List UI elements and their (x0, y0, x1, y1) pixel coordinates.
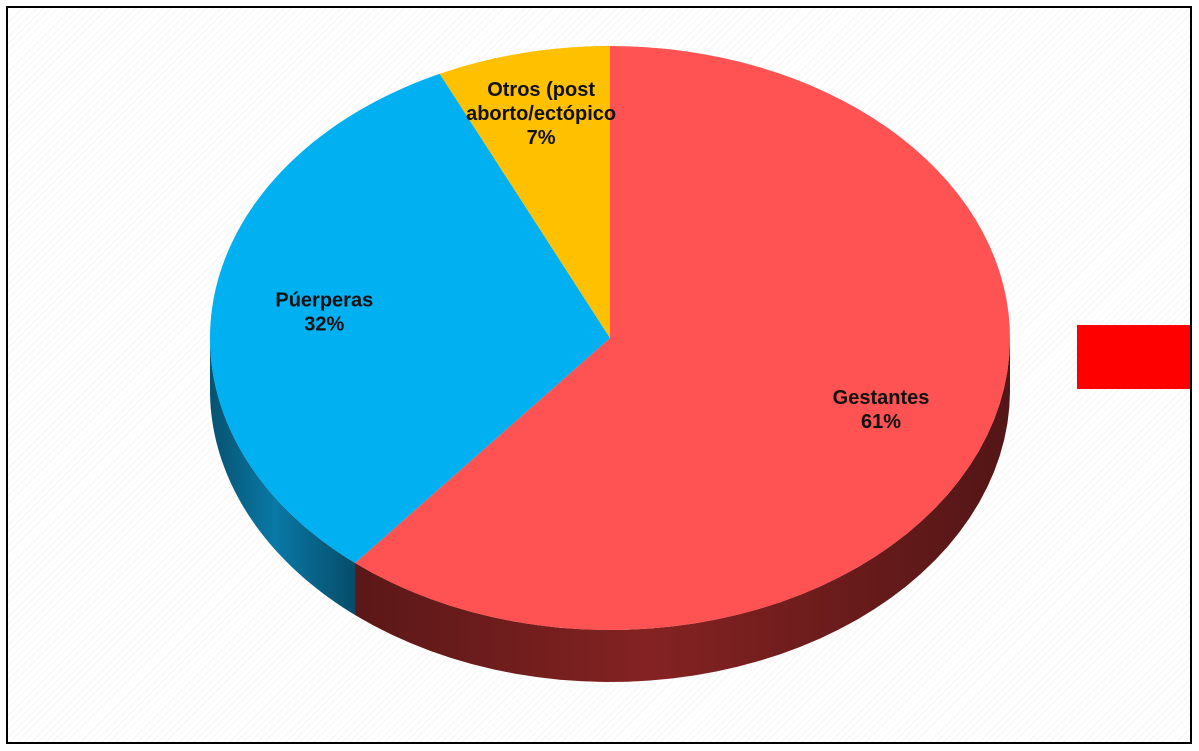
pie-chart: Gestantes 61% Púerperas 32% Otros (post abort… (210, 46, 1010, 682)
pie-slice-gestantes (355, 46, 1010, 630)
pie-tops (210, 46, 1010, 630)
data-label-line: 61% (861, 411, 901, 433)
pie-sides (210, 338, 1010, 682)
data-label-line: Gestantes (833, 387, 930, 409)
pie-slice-puerperas (210, 73, 610, 563)
chart-frame: Gestantes 61% Púerperas 32% Otros (post abort… (6, 6, 1192, 744)
data-label-line: Otros (post (487, 79, 595, 101)
data-label-otros-post-aborto-ectopico: Otros (post aborto/ectópico 7% (466, 79, 616, 149)
data-label-line: 7% (527, 127, 556, 149)
pie-side-gestantes-shade (355, 338, 1010, 682)
legend-swatch (1077, 325, 1190, 389)
pie-side-puerperas-shade (210, 338, 356, 615)
data-label-line: Púerperas (275, 290, 373, 312)
pie-labels: Gestantes 61% Púerperas 32% Otros (post abort… (275, 79, 929, 433)
pie-slice-otros-post-aborto-ectopico (439, 46, 610, 338)
data-label-gestantes: Gestantes 61% (833, 387, 930, 433)
data-label-line: aborto/ectópico (466, 103, 616, 125)
data-label-puerperas: Púerperas 32% (275, 290, 373, 336)
data-label-line: 32% (304, 314, 344, 336)
